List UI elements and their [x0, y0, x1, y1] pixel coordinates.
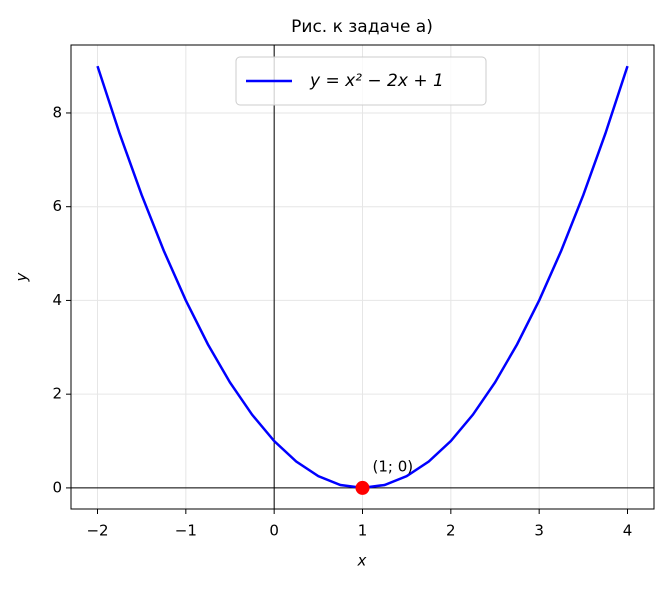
y-axis-label: y: [13, 271, 31, 282]
x-tick-label: −2: [86, 522, 108, 540]
legend-label: y = x² − 2x + 1: [309, 71, 444, 91]
y-tick-label: 6: [52, 197, 62, 215]
x-axis-label: x: [357, 552, 367, 570]
plot-frame: [70, 44, 655, 510]
chart-title: Рис. к задаче а): [291, 17, 433, 37]
point-marker: [355, 480, 370, 495]
x-tick-label: 4: [623, 522, 633, 540]
x-tick-label: 3: [534, 522, 544, 540]
y-tick-label: 0: [52, 478, 62, 496]
x-tick-label: 0: [269, 522, 279, 540]
x-tick-label: 2: [446, 522, 456, 540]
y-tick-label: 2: [52, 385, 62, 403]
y-tick-label: 8: [52, 103, 62, 121]
annotation: (1; 0): [373, 457, 414, 475]
x-tick-label: 1: [358, 522, 368, 540]
y-tick-label: 4: [52, 291, 62, 309]
x-tick-label: −1: [175, 522, 197, 540]
legend-box: [235, 56, 487, 106]
